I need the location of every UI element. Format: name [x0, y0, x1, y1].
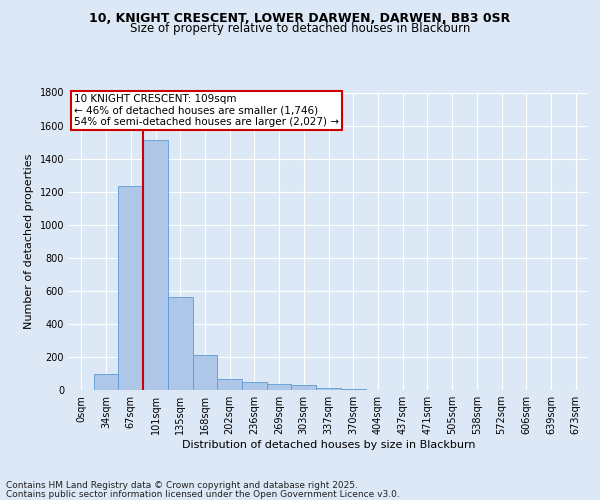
Bar — [242, 382, 267, 390]
Text: Contains public sector information licensed under the Open Government Licence v3: Contains public sector information licen… — [6, 490, 400, 499]
Bar — [292, 386, 316, 390]
Bar — [267, 384, 292, 390]
Text: Contains HM Land Registry data © Crown copyright and database right 2025.: Contains HM Land Registry data © Crown c… — [6, 481, 358, 490]
Bar — [193, 356, 217, 390]
Bar — [94, 374, 118, 390]
Bar — [217, 380, 242, 390]
X-axis label: Distribution of detached houses by size in Blackburn: Distribution of detached houses by size … — [182, 440, 475, 450]
Text: Size of property relative to detached houses in Blackburn: Size of property relative to detached ho… — [130, 22, 470, 35]
Bar — [118, 186, 143, 390]
Text: 10 KNIGHT CRESCENT: 109sqm
← 46% of detached houses are smaller (1,746)
54% of s: 10 KNIGHT CRESCENT: 109sqm ← 46% of deta… — [74, 94, 339, 127]
Bar — [143, 140, 168, 390]
Bar — [341, 389, 365, 390]
Text: 10, KNIGHT CRESCENT, LOWER DARWEN, DARWEN, BB3 0SR: 10, KNIGHT CRESCENT, LOWER DARWEN, DARWE… — [89, 12, 511, 26]
Y-axis label: Number of detached properties: Number of detached properties — [24, 154, 34, 329]
Bar — [168, 298, 193, 390]
Bar — [316, 388, 341, 390]
